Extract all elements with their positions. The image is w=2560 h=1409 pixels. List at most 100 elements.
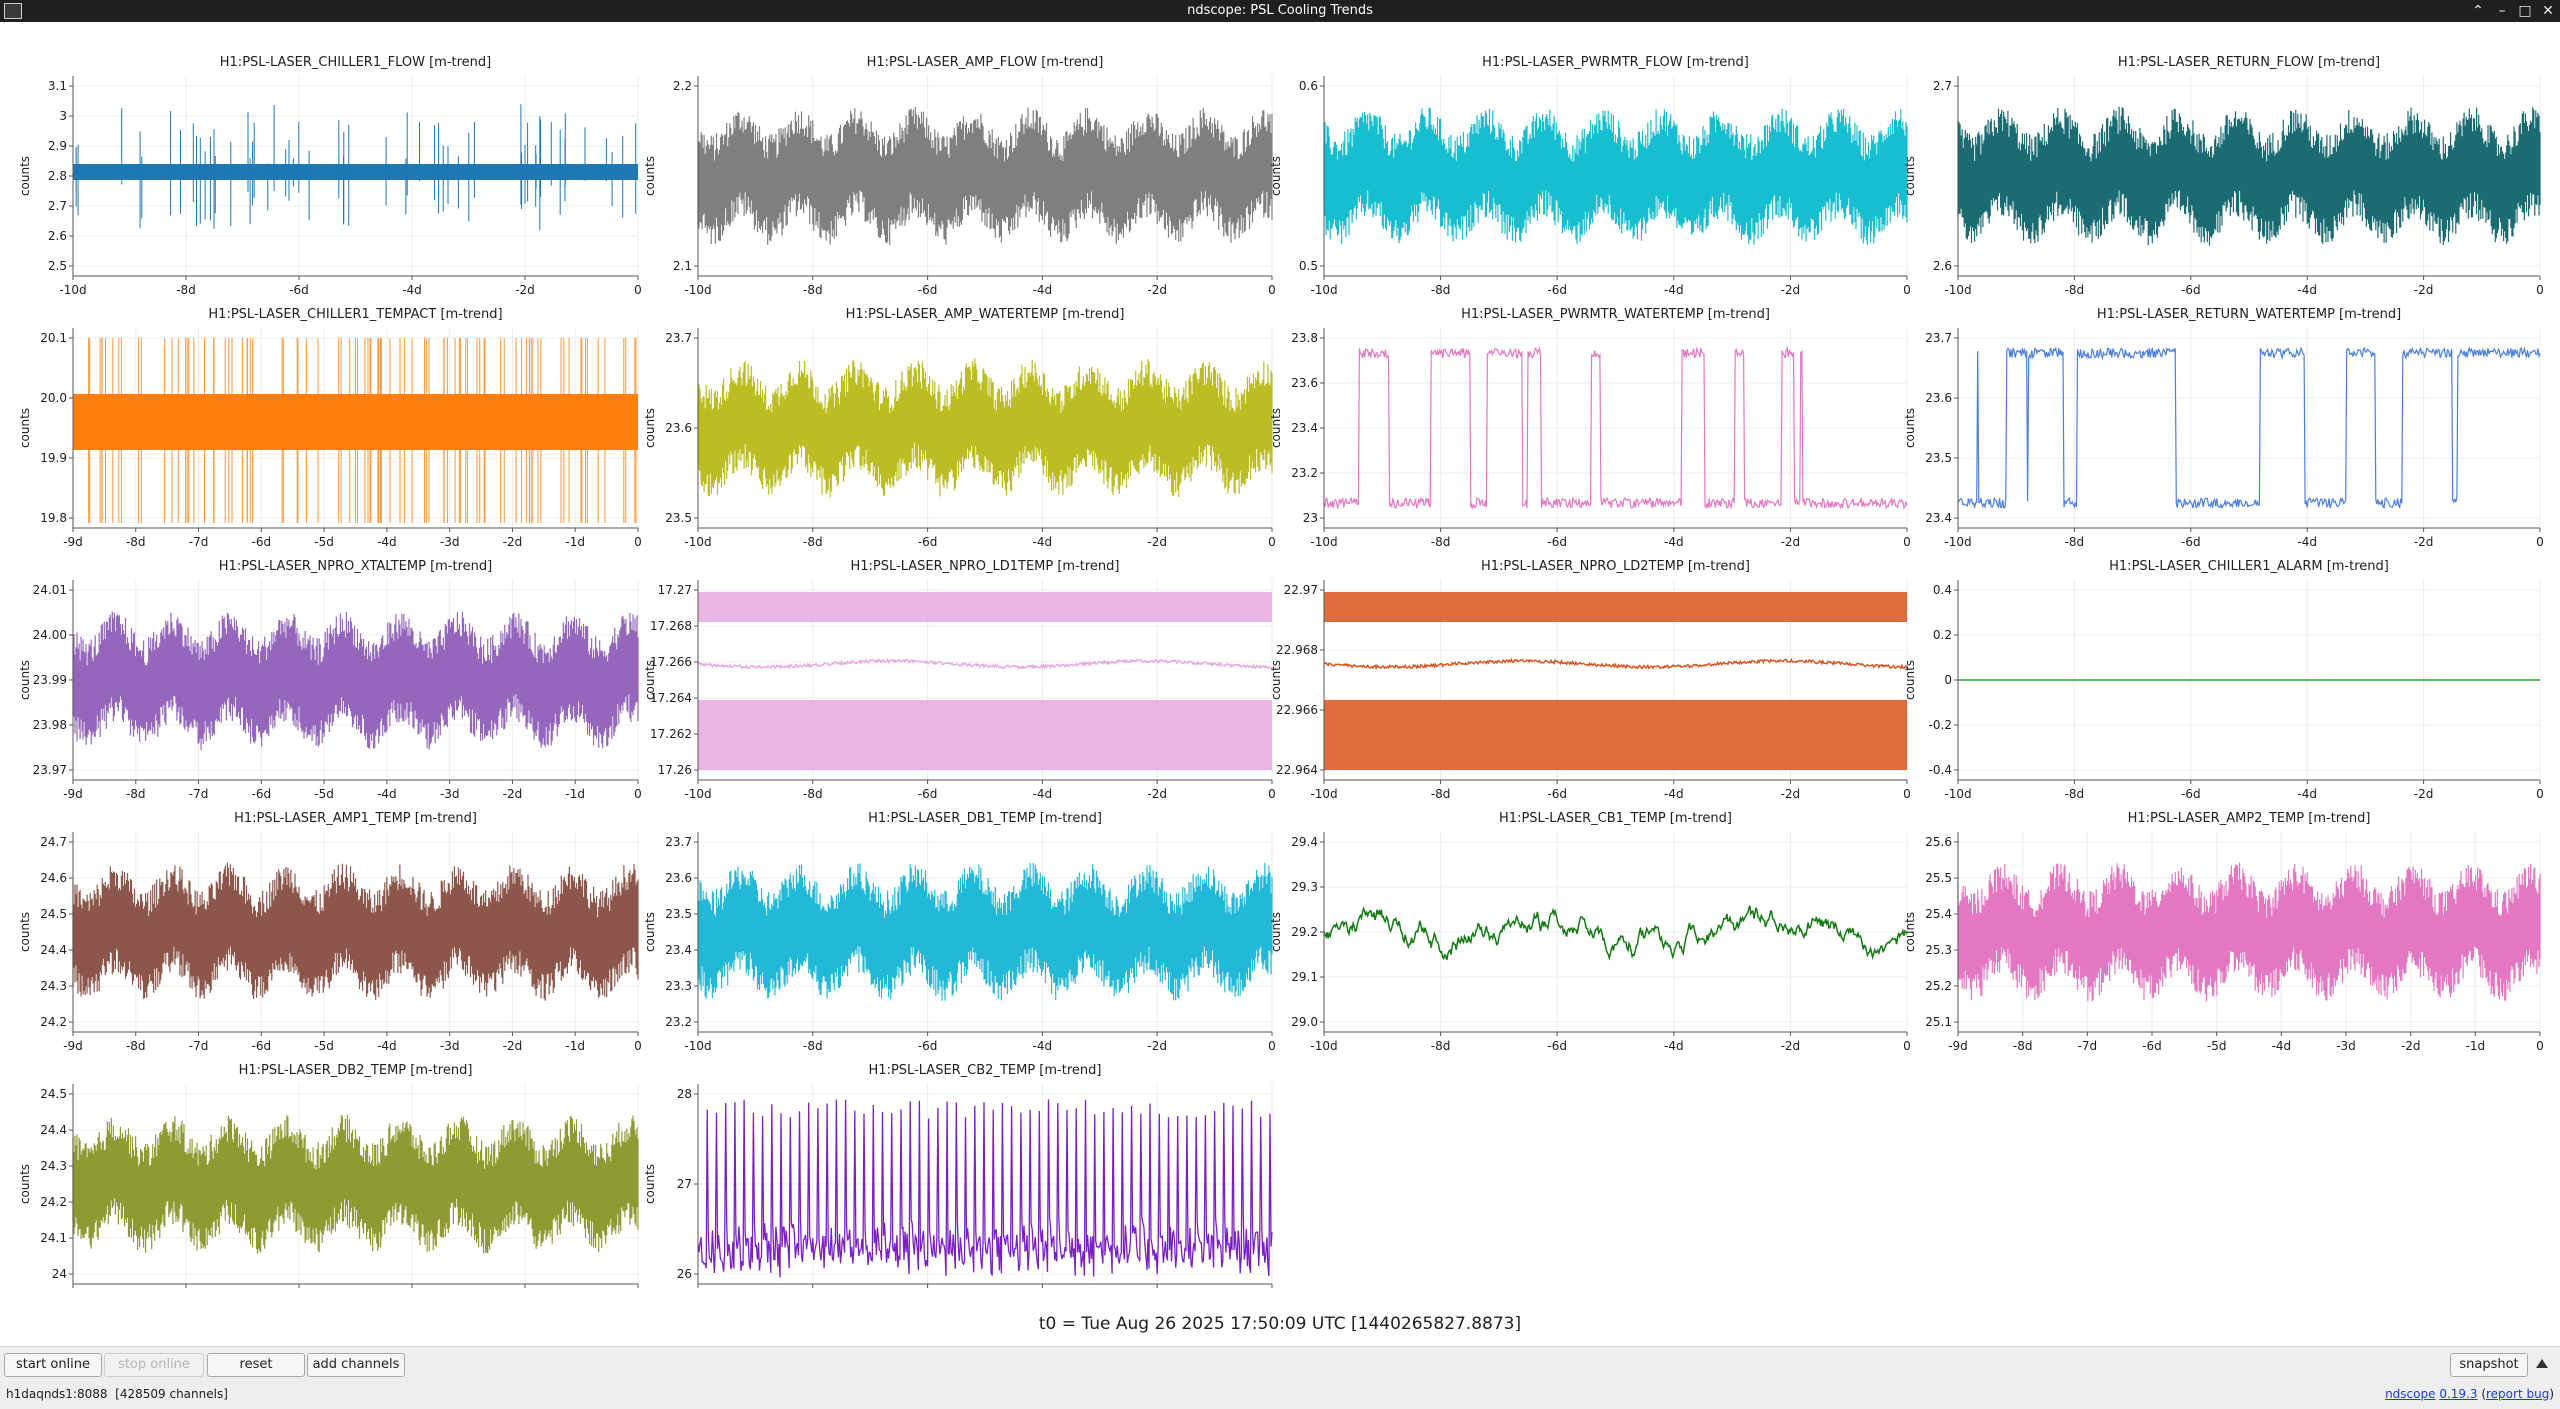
- plot-title: H1:PSL-LASER_RETURN_WATERTEMP [m-trend]: [2097, 307, 2401, 322]
- plot-panel[interactable]: H1:PSL-LASER_PWRMTR_WATERTEMP [m-trend] c…: [1269, 307, 1911, 549]
- plot-panel[interactable]: H1:PSL-LASER_PWRMTR_FLOW [m-trend] counts…: [1269, 55, 1911, 297]
- x-tick-label: -6d: [1547, 1039, 1567, 1053]
- x-tick-label: -8d: [126, 1039, 146, 1053]
- x-tick-label: -8d: [1431, 535, 1451, 549]
- x-tick-label: -2d: [1147, 787, 1167, 801]
- y-tick-label: 24.6: [40, 871, 67, 885]
- y-tick-label: 23.99: [33, 673, 67, 687]
- add-channels-button[interactable]: add channels: [307, 1353, 405, 1377]
- x-tick-label: -7d: [189, 787, 209, 801]
- plot-panel[interactable]: H1:PSL-LASER_AMP_WATERTEMP [m-trend] coun…: [643, 307, 1276, 549]
- plot-panel[interactable]: H1:PSL-LASER_DB2_TEMP [m-trend] counts 24.…: [18, 1063, 642, 1292]
- x-tick-label: -6d: [2181, 535, 2201, 549]
- y-axis-label: counts: [1903, 408, 1917, 448]
- y-tick-label: 24.3: [40, 1159, 67, 1173]
- x-tick-label: -10d: [684, 535, 711, 549]
- plot-panel[interactable]: H1:PSL-LASER_CHILLER1_TEMPACT [m-trend] c…: [18, 307, 642, 549]
- y-tick-label: 22.966: [1276, 703, 1318, 717]
- minimize-icon[interactable]: –: [2498, 3, 2506, 19]
- window-titlebar: ndscope: PSL Cooling Trends ⌃ – □ ✕: [0, 0, 2560, 22]
- report-bug-link[interactable]: report bug: [2486, 1387, 2550, 1401]
- trace-line: [697, 862, 1273, 1001]
- y-tick-label: 2.6: [48, 229, 67, 243]
- y-tick-label: 0.2: [1933, 628, 1952, 642]
- x-tick-label: -1d: [565, 787, 585, 801]
- x-tick-label: -8d: [1431, 787, 1451, 801]
- y-axis-label: counts: [643, 408, 657, 448]
- y-tick-label: 24.01: [33, 583, 67, 597]
- snapshot-button[interactable]: snapshot: [2450, 1353, 2528, 1377]
- x-tick-label: -5d: [314, 1039, 334, 1053]
- x-tick-label: -8d: [803, 1291, 823, 1292]
- x-tick-label: -2d: [503, 1039, 523, 1053]
- x-tick-label: -10d: [1310, 535, 1337, 549]
- y-tick-label: 23.7: [665, 331, 692, 345]
- x-tick-label: -2d: [1147, 1039, 1167, 1053]
- plot-panel[interactable]: H1:PSL-LASER_CB1_TEMP [m-trend] counts 29.…: [1269, 811, 1911, 1053]
- y-axis-label: counts: [18, 408, 32, 448]
- plot-panel[interactable]: H1:PSL-LASER_RETURN_FLOW [m-trend] counts…: [1903, 55, 2544, 297]
- plot-title: H1:PSL-LASER_CHILLER1_TEMPACT [m-trend]: [208, 307, 502, 322]
- close-icon[interactable]: ✕: [2542, 3, 2554, 19]
- start-online-button[interactable]: start online: [4, 1353, 102, 1377]
- x-tick-label: -2d: [1147, 283, 1167, 297]
- y-tick-label: 2.7: [1933, 79, 1952, 93]
- x-tick-label: 0: [634, 1291, 642, 1292]
- reset-button[interactable]: reset: [207, 1353, 305, 1377]
- plot-panel[interactable]: H1:PSL-LASER_CHILLER1_ALARM [m-trend] cou…: [1903, 559, 2544, 801]
- y-axis-label: counts: [1903, 156, 1917, 196]
- y-tick-label: 23.7: [1925, 331, 1952, 345]
- y-tick-label: 23.6: [665, 871, 692, 885]
- plot-panel[interactable]: H1:PSL-LASER_AMP2_TEMP [m-trend] counts 25…: [1903, 811, 2544, 1053]
- plot-panel[interactable]: H1:PSL-LASER_CHILLER1_FLOW [m-trend] coun…: [18, 55, 642, 297]
- plot-panel[interactable]: H1:PSL-LASER_NPRO_XTALTEMP [m-trend] coun…: [18, 559, 642, 801]
- x-tick-label: -4d: [2297, 535, 2317, 549]
- y-tick-label: 24.5: [40, 1087, 67, 1101]
- y-tick-label: 19.9: [40, 451, 67, 465]
- collapse-arrow-icon[interactable]: [2536, 1359, 2548, 1368]
- version-link[interactable]: 0.19.3: [2439, 1387, 2478, 1401]
- y-tick-label: 29.1: [1291, 970, 1318, 984]
- y-tick-label: 24.3: [40, 979, 67, 993]
- plot-panel[interactable]: H1:PSL-LASER_AMP1_TEMP [m-trend] counts 24…: [18, 811, 642, 1053]
- plot-grid[interactable]: H1:PSL-LASER_CHILLER1_FLOW [m-trend] coun…: [0, 22, 2560, 1292]
- x-tick-label: -10d: [59, 283, 86, 297]
- x-tick-label: -2d: [2414, 787, 2434, 801]
- y-tick-label: 2.2: [673, 79, 692, 93]
- y-tick-label: 25.6: [1925, 835, 1952, 849]
- x-tick-label: -3d: [440, 1039, 460, 1053]
- x-tick-label: -8d: [2013, 1039, 2033, 1053]
- x-tick-label: -8d: [803, 787, 823, 801]
- x-tick-label: -8d: [803, 1039, 823, 1053]
- x-tick-label: 0: [634, 535, 642, 549]
- plot-panel[interactable]: H1:PSL-LASER_NPRO_LD1TEMP [m-trend] count…: [643, 559, 1276, 801]
- x-tick-label: -6d: [252, 535, 272, 549]
- chevron-up-icon[interactable]: ⌃: [2472, 3, 2484, 19]
- ndscope-link[interactable]: ndscope: [2385, 1387, 2436, 1401]
- x-tick-label: -1d: [565, 1039, 585, 1053]
- plot-panel[interactable]: H1:PSL-LASER_DB1_TEMP [m-trend] counts 23.…: [643, 811, 1276, 1053]
- plot-panel[interactable]: H1:PSL-LASER_NPRO_LD2TEMP [m-trend] count…: [1269, 559, 1911, 801]
- x-tick-label: -8d: [1431, 1039, 1451, 1053]
- plot-panel[interactable]: H1:PSL-LASER_RETURN_WATERTEMP [m-trend] c…: [1903, 307, 2544, 549]
- y-axis-label: counts: [18, 912, 32, 952]
- y-axis-label: counts: [643, 1164, 657, 1204]
- stop-online-button[interactable]: stop online: [104, 1353, 204, 1377]
- y-tick-label: 25.2: [1925, 979, 1952, 993]
- plot-panel[interactable]: H1:PSL-LASER_CB2_TEMP [m-trend] counts 28 2…: [643, 1063, 1276, 1292]
- y-axis-label: counts: [1269, 912, 1283, 952]
- y-tick-label: 24.7: [40, 835, 67, 849]
- y-tick-label: 22.97: [1284, 583, 1318, 597]
- x-tick-label: -6d: [1547, 787, 1567, 801]
- x-tick-label: -8d: [2065, 535, 2085, 549]
- x-tick-label: -6d: [918, 1039, 938, 1053]
- y-tick-label: 2.9: [48, 139, 67, 153]
- y-tick-label: 23.4: [665, 943, 692, 957]
- x-tick-label: -2d: [2414, 535, 2434, 549]
- maximize-icon[interactable]: □: [2518, 3, 2532, 19]
- y-axis-label: counts: [1269, 660, 1283, 700]
- x-tick-label: 0: [2536, 787, 2544, 801]
- y-tick-label: 23.6: [1925, 391, 1952, 405]
- plot-panel[interactable]: H1:PSL-LASER_AMP_FLOW [m-trend] counts 2.2…: [643, 55, 1276, 297]
- x-tick-label: -3d: [440, 535, 460, 549]
